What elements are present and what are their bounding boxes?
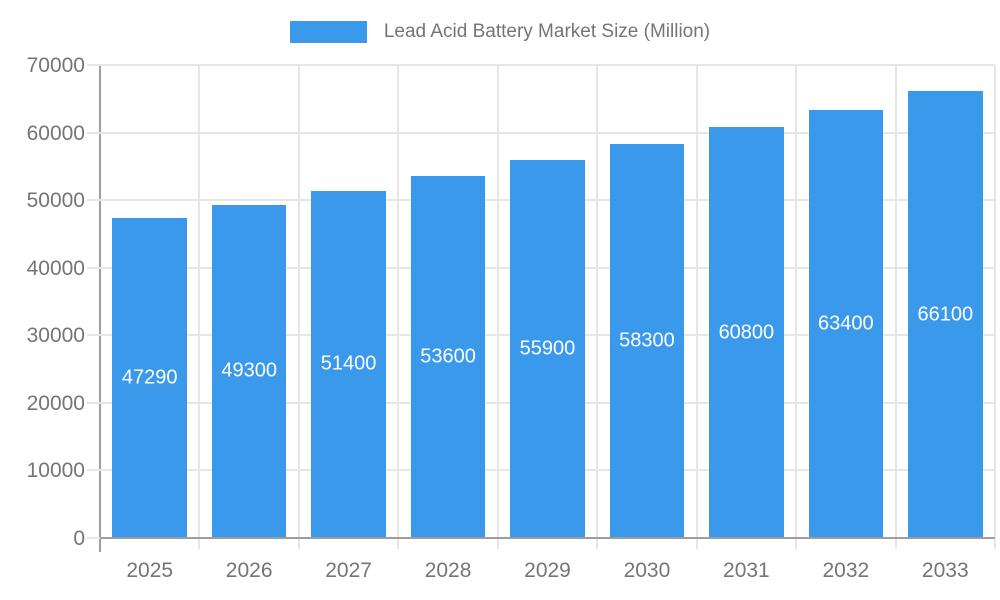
bar-2026[interactable]: 49300 xyxy=(211,204,287,538)
y-tick-mark xyxy=(87,537,100,539)
v-gridline xyxy=(795,65,798,538)
bar-value-label: 58300 xyxy=(619,329,675,352)
x-tick-label: 2028 xyxy=(424,559,472,582)
bar-2025[interactable]: 47290 xyxy=(112,218,187,538)
legend: Lead Acid Battery Market Size (Million) xyxy=(0,10,1000,54)
y-tick-mark xyxy=(87,469,100,472)
bar-2029[interactable]: 55900 xyxy=(510,160,585,538)
bar-value-label: 47290 xyxy=(121,366,178,389)
bar-value-label: 51400 xyxy=(320,352,377,375)
y-tick-label: 30000 xyxy=(26,324,85,348)
h-gridline xyxy=(100,64,995,66)
y-tick-label: 70000 xyxy=(26,54,85,77)
legend-label: Lead Acid Battery Market Size (Million) xyxy=(383,21,711,42)
v-gridline xyxy=(297,65,300,538)
x-tick-mark xyxy=(496,539,499,549)
legend-swatch-icon xyxy=(289,21,367,43)
bar-2031[interactable]: 60800 xyxy=(709,127,784,538)
y-tick-mark xyxy=(87,64,100,66)
x-axis-line xyxy=(100,537,995,539)
bar-2027[interactable]: 51400 xyxy=(311,190,386,538)
y-tick-label: 0 xyxy=(73,527,85,550)
v-gridline xyxy=(596,65,599,538)
bar-value-label: 60800 xyxy=(718,321,775,344)
bar-value-label: 63400 xyxy=(818,312,874,335)
x-tick-mark xyxy=(695,539,698,549)
y-tick-label: 10000 xyxy=(26,459,85,483)
v-gridline xyxy=(695,65,698,538)
x-tick-label: 2027 xyxy=(325,559,372,582)
v-gridline xyxy=(894,65,897,538)
bar-value-label: 66100 xyxy=(917,303,974,326)
x-tick-mark xyxy=(994,539,996,549)
bar-2033[interactable]: 66100 xyxy=(907,91,983,538)
y-tick-mark xyxy=(87,199,100,202)
v-gridline xyxy=(496,65,499,538)
x-tick-label: 2029 xyxy=(524,559,571,582)
y-tick-mark xyxy=(87,334,100,337)
bar-value-label: 49300 xyxy=(221,359,277,382)
bar-2030[interactable]: 58300 xyxy=(609,144,685,538)
x-tick-label: 2026 xyxy=(225,559,273,582)
plot-area: 47290 49300 51400 53600 55900 58300 60800 63400… xyxy=(100,64,996,538)
x-tick-label: 2031 xyxy=(723,559,770,582)
x-tick-label: 2030 xyxy=(623,559,671,582)
x-tick-mark xyxy=(397,539,400,549)
x-tick-mark xyxy=(596,539,599,549)
x-tick-mark xyxy=(795,539,798,549)
h-gridline xyxy=(100,131,995,134)
bar-value-label: 55900 xyxy=(519,337,576,360)
x-tick-label: 2033 xyxy=(921,559,969,582)
x-tick-mark xyxy=(198,539,201,549)
bar-2032[interactable]: 63400 xyxy=(808,109,884,538)
bar-value-label: 53600 xyxy=(420,345,476,368)
x-tick-mark xyxy=(894,539,897,549)
y-tick-label: 20000 xyxy=(26,391,85,415)
y-tick-mark xyxy=(87,401,100,404)
x-tick-mark xyxy=(297,539,300,549)
y-tick-mark xyxy=(87,131,100,134)
y-tick-label: 50000 xyxy=(26,189,85,213)
v-gridline xyxy=(994,65,996,538)
x-tick-label: 2032 xyxy=(822,559,870,582)
y-tick-label: 60000 xyxy=(26,121,85,145)
bar-2028[interactable]: 53600 xyxy=(410,175,486,538)
y-axis-line xyxy=(99,65,101,552)
v-gridline xyxy=(198,65,201,538)
v-gridline xyxy=(397,65,400,538)
y-tick-mark xyxy=(87,266,100,269)
x-tick-label: 2025 xyxy=(126,559,174,582)
y-tick-label: 40000 xyxy=(26,256,85,280)
